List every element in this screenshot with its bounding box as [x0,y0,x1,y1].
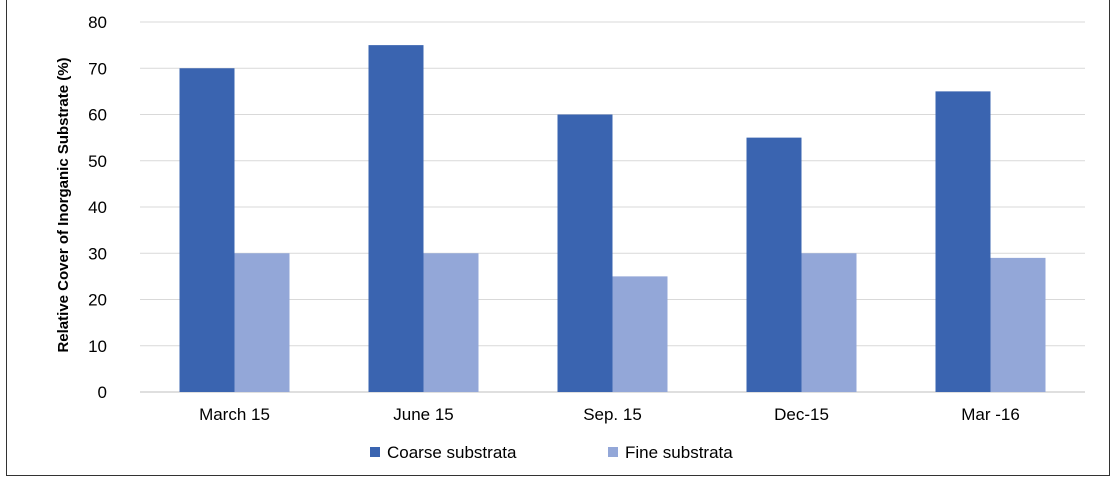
y-tick-label: 40 [88,198,107,217]
y-axis-title: Relative Cover of Inorganic Substrate (%… [55,57,72,352]
bar-coarse [368,45,424,392]
x-category-label: Sep. 15 [583,405,642,424]
x-category-label: Mar -16 [961,405,1020,424]
bar-coarse [935,91,991,392]
x-category-label: March 15 [199,405,270,424]
y-tick-label: 30 [88,244,107,263]
chart-frame [6,0,1110,476]
bar-fine [990,257,1046,392]
y-tick-label: 0 [98,383,107,402]
bar-fine [423,253,479,392]
bars [179,45,1046,392]
bar-coarse [557,114,613,392]
legend-label: Coarse substrata [387,443,517,462]
legend-swatch [370,447,380,457]
bar-fine [234,253,290,392]
bar-coarse [746,137,802,392]
bar-coarse [179,68,235,392]
y-axis-ticks: 0 10 20 30 40 50 60 70 80 [88,13,107,402]
y-tick-label: 10 [88,337,107,356]
bar-fine [612,276,668,392]
x-category-label: Dec-15 [774,405,829,424]
y-tick-label: 80 [88,13,107,32]
y-tick-label: 20 [88,291,107,310]
legend: Coarse substrata Fine substrata [370,443,733,462]
bar-fine [801,253,857,392]
legend-label: Fine substrata [625,443,733,462]
x-category-label: June 15 [393,405,454,424]
y-tick-label: 50 [88,152,107,171]
x-axis-categories: March 15 June 15 Sep. 15 Dec-15 Mar -16 [199,405,1020,424]
legend-swatch [608,447,618,457]
y-tick-label: 70 [88,59,107,78]
y-tick-label: 60 [88,106,107,125]
